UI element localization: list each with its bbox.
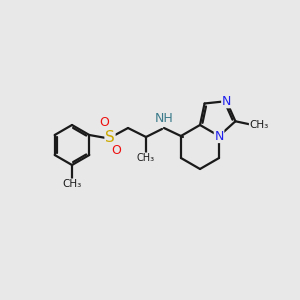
Text: O: O [99, 116, 109, 130]
Text: CH₃: CH₃ [137, 153, 155, 163]
Text: O: O [111, 145, 121, 158]
Text: CH₃: CH₃ [62, 179, 82, 189]
Text: CH₃: CH₃ [249, 120, 269, 130]
Text: S: S [105, 130, 115, 145]
Text: NH: NH [154, 112, 173, 125]
Text: N: N [214, 130, 224, 142]
Text: N: N [222, 95, 231, 108]
